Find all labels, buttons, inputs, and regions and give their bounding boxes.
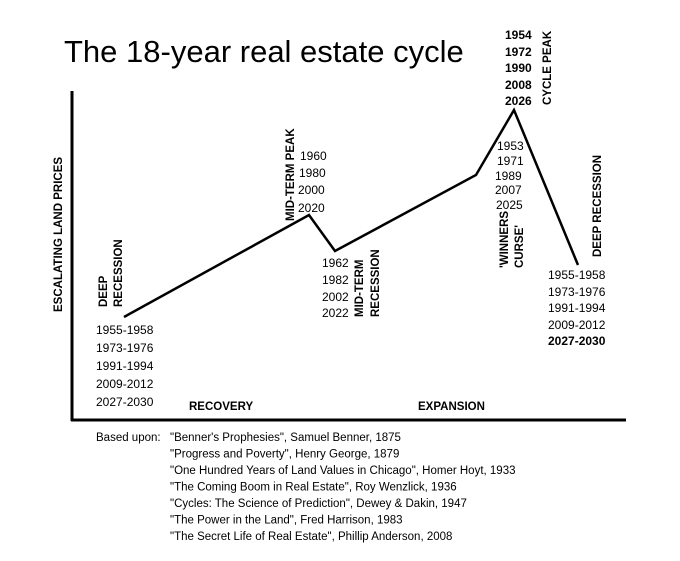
- year: 1973-1976: [96, 341, 154, 355]
- deep-recession-end-label: DEEP RECESSION: [592, 155, 604, 257]
- year: 2027-2030: [96, 395, 154, 409]
- source-item: "Benner's Prophesies", Samuel Benner, 18…: [170, 432, 401, 444]
- cycle-peak-years: 1954 1972 1990 2008 2026: [505, 28, 532, 108]
- deep-recession-end-years: 1955-1958 1973-1976 1991-1994 2009-2012 …: [548, 268, 606, 348]
- year: 2020: [298, 201, 325, 215]
- year: 1962: [322, 256, 349, 270]
- source-item: "One Hundred Years of Land Values in Chi…: [170, 465, 516, 477]
- source-item: "The Secret Life of Real Estate", Philli…: [170, 531, 452, 543]
- winners-curse-years: 1953 1971 1989 2007 2025: [495, 139, 524, 212]
- winners-curse-label-line1: 'WINNERS: [499, 211, 511, 268]
- year: 2000: [298, 183, 325, 197]
- deep-recession-label-line1: DEEP: [98, 275, 110, 307]
- mid-term-recession-years: 1962 1982 2002 2022: [322, 256, 349, 320]
- year: 2009-2012: [96, 377, 154, 391]
- year: 2008: [505, 78, 532, 92]
- mid-term-peak-label: MID-TERM PEAK: [285, 128, 297, 221]
- deep-recession-start-years: 1955-1958 1973-1976 1991-1994 2009-2012 …: [96, 323, 154, 409]
- mid-term-peak-years: 1960 1980 2000 2020: [298, 149, 327, 215]
- year: 1972: [505, 45, 532, 59]
- year: 2022: [322, 306, 349, 320]
- cycle-peak-label: CYCLE PEAK: [542, 30, 554, 105]
- y-axis-label: ESCALATING LAND PRICES: [53, 157, 65, 312]
- mid-term-recession-label-line1: MID-TERM: [354, 260, 366, 318]
- year: 1991-1994: [548, 301, 606, 315]
- year: 1973-1976: [548, 285, 606, 299]
- year: 2007: [495, 183, 522, 197]
- year: 1989: [495, 169, 522, 183]
- source-item: "Progress and Poverty", Henry George, 18…: [170, 449, 399, 461]
- year: 2009-2012: [548, 318, 606, 332]
- year: 1990: [505, 61, 532, 75]
- source-item: "Cycles: The Science of Prediction", Dew…: [170, 498, 467, 510]
- year: 1980: [299, 166, 326, 180]
- year: 1955-1958: [548, 268, 606, 282]
- year: 2025: [496, 198, 523, 212]
- year: 1960: [300, 149, 327, 163]
- phase-recovery: RECOVERY: [189, 401, 253, 413]
- deep-recession-label-line2: RECESSION: [113, 239, 125, 307]
- diagram-title: The 18-year real estate cycle: [64, 34, 464, 69]
- year: 2026: [505, 94, 532, 108]
- year: 1991-1994: [96, 359, 154, 373]
- cycle-line: [123, 107, 580, 319]
- winners-curse-label-line2: CURSE': [514, 225, 526, 268]
- source-item: "The Coming Boom in Real Estate", Roy We…: [170, 482, 457, 494]
- year: 2002: [322, 290, 349, 304]
- phase-expansion: EXPANSION: [418, 401, 485, 413]
- mid-term-recession-label-line2: RECESSION: [370, 249, 382, 317]
- sources: Based upon: "Benner's Prophesies", Samue…: [96, 432, 516, 543]
- source-item: "The Power in the Land", Fred Harrison, …: [170, 515, 403, 527]
- year: 1955-1958: [96, 323, 154, 337]
- year: 1953: [497, 139, 524, 153]
- year: 1971: [497, 154, 524, 168]
- year: 2027-2030: [548, 334, 606, 348]
- year: 1982: [322, 273, 349, 287]
- year: 1954: [505, 28, 532, 42]
- sources-prefix: Based upon:: [96, 432, 161, 444]
